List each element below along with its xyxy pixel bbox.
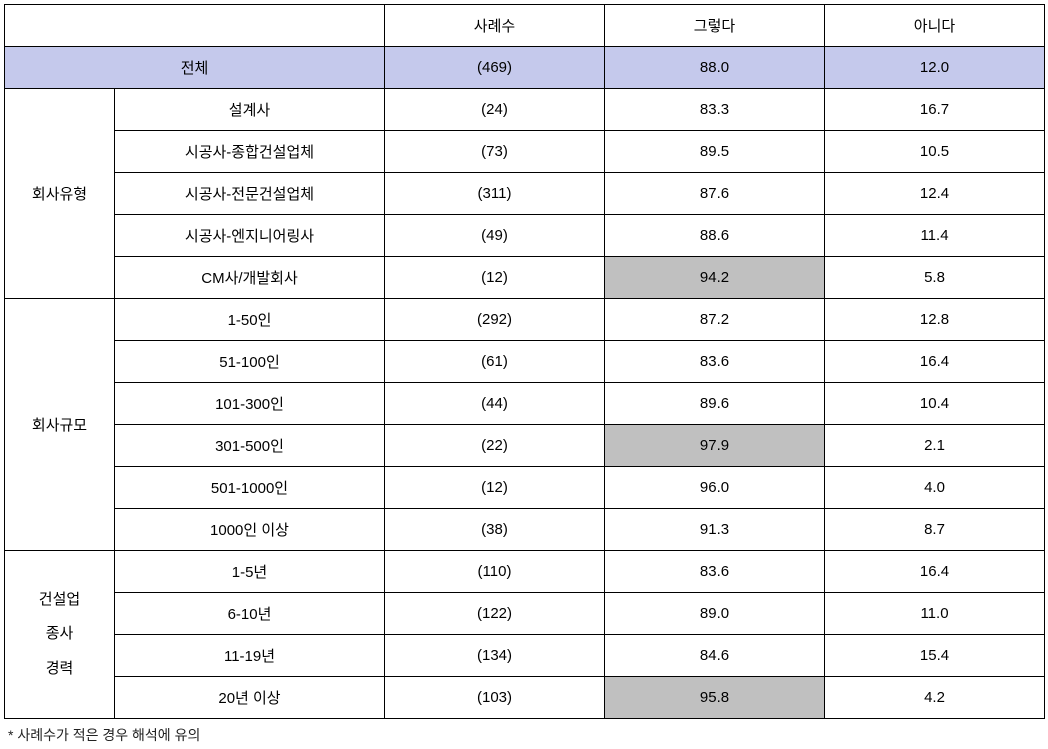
header-yes: 그렇다 [605,5,825,47]
table-row: CM사/개발회사(12)94.25.8 [5,257,1045,299]
row-yes: 84.6 [605,635,825,677]
survey-table: 사례수 그렇다 아니다 전체 (469) 88.0 12.0 회사유형설계사(2… [4,4,1045,719]
table-row: 건설업종사경력1-5년(110)83.616.4 [5,551,1045,593]
table-row: 회사규모1-50인(292)87.212.8 [5,299,1045,341]
table-row: 시공사-종합건설업체(73)89.510.5 [5,131,1045,173]
row-no: 10.5 [825,131,1045,173]
row-no: 2.1 [825,425,1045,467]
row-count: (12) [385,257,605,299]
row-no: 11.0 [825,593,1045,635]
row-count: (103) [385,677,605,719]
group-label: 회사규모 [5,299,115,551]
row-no: 5.8 [825,257,1045,299]
row-yes: 88.6 [605,215,825,257]
table-row: 20년 이상(103)95.84.2 [5,677,1045,719]
row-count: (38) [385,509,605,551]
row-count: (44) [385,383,605,425]
group-label: 회사유형 [5,89,115,299]
row-label: CM사/개발회사 [115,257,385,299]
row-no: 12.8 [825,299,1045,341]
row-yes: 95.8 [605,677,825,719]
table-row: 시공사-전문건설업체(311)87.612.4 [5,173,1045,215]
row-yes: 89.6 [605,383,825,425]
row-label: 51-100인 [115,341,385,383]
table-row: 6-10년(122)89.011.0 [5,593,1045,635]
row-yes: 87.6 [605,173,825,215]
total-yes: 88.0 [605,47,825,89]
row-count: (134) [385,635,605,677]
table-row: 501-1000인(12)96.04.0 [5,467,1045,509]
total-count: (469) [385,47,605,89]
table-row: 시공사-엔지니어링사(49)88.611.4 [5,215,1045,257]
header-no: 아니다 [825,5,1045,47]
header-blank [5,5,385,47]
table-row: 101-300인(44)89.610.4 [5,383,1045,425]
table-header-row: 사례수 그렇다 아니다 [5,5,1045,47]
row-count: (311) [385,173,605,215]
row-no: 11.4 [825,215,1045,257]
header-count: 사례수 [385,5,605,47]
row-yes: 96.0 [605,467,825,509]
row-label: 시공사-전문건설업체 [115,173,385,215]
row-label: 20년 이상 [115,677,385,719]
row-yes: 89.0 [605,593,825,635]
row-yes: 83.6 [605,341,825,383]
row-label: 시공사-엔지니어링사 [115,215,385,257]
row-yes: 94.2 [605,257,825,299]
row-label: 501-1000인 [115,467,385,509]
table-row: 51-100인(61)83.616.4 [5,341,1045,383]
total-row: 전체 (469) 88.0 12.0 [5,47,1045,89]
total-no: 12.0 [825,47,1045,89]
table-row: 1000인 이상(38)91.38.7 [5,509,1045,551]
total-label: 전체 [5,47,385,89]
row-no: 15.4 [825,635,1045,677]
row-yes: 97.9 [605,425,825,467]
table-row: 11-19년(134)84.615.4 [5,635,1045,677]
row-yes: 89.5 [605,131,825,173]
row-no: 16.4 [825,341,1045,383]
row-label: 101-300인 [115,383,385,425]
row-count: (61) [385,341,605,383]
row-yes: 83.6 [605,551,825,593]
row-label: 301-500인 [115,425,385,467]
row-count: (122) [385,593,605,635]
row-label: 1000인 이상 [115,509,385,551]
row-label: 1-5년 [115,551,385,593]
row-no: 4.0 [825,467,1045,509]
table-body: 사례수 그렇다 아니다 전체 (469) 88.0 12.0 회사유형설계사(2… [5,5,1045,719]
row-label: 1-50인 [115,299,385,341]
row-yes: 83.3 [605,89,825,131]
row-no: 12.4 [825,173,1045,215]
row-count: (292) [385,299,605,341]
row-label: 시공사-종합건설업체 [115,131,385,173]
row-count: (24) [385,89,605,131]
row-label: 설계사 [115,89,385,131]
row-count: (49) [385,215,605,257]
row-label: 6-10년 [115,593,385,635]
table-row: 회사유형설계사(24)83.316.7 [5,89,1045,131]
group-label: 건설업종사경력 [5,551,115,719]
row-yes: 91.3 [605,509,825,551]
row-count: (73) [385,131,605,173]
footnote: * 사례수가 적은 경우 해석에 유의 [4,719,1044,745]
row-no: 4.2 [825,677,1045,719]
row-no: 10.4 [825,383,1045,425]
row-count: (12) [385,467,605,509]
row-label: 11-19년 [115,635,385,677]
row-no: 8.7 [825,509,1045,551]
row-no: 16.4 [825,551,1045,593]
row-count: (110) [385,551,605,593]
row-count: (22) [385,425,605,467]
row-no: 16.7 [825,89,1045,131]
table-row: 301-500인(22)97.92.1 [5,425,1045,467]
row-yes: 87.2 [605,299,825,341]
